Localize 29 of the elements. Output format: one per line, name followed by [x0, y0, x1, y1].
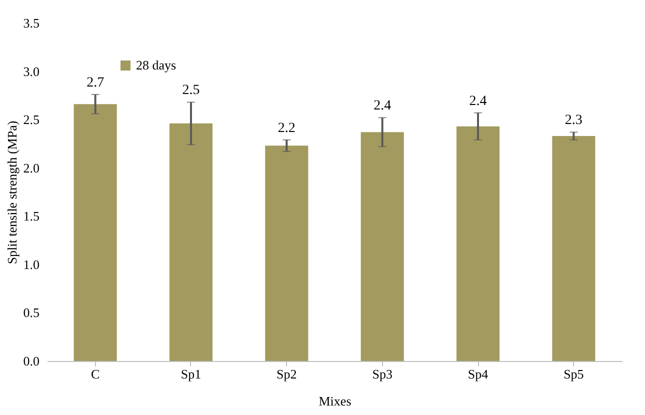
bar — [360, 132, 404, 361]
x-tick-label: Sp4 — [468, 366, 489, 382]
x-tick-label: Sp1 — [180, 366, 202, 382]
x-tick-label: Sp2 — [276, 366, 297, 382]
x-tick-label: Sp5 — [564, 366, 584, 382]
legend-label: 28 days — [136, 58, 176, 72]
bar — [552, 136, 596, 361]
y-tick-label: 0.0 — [23, 354, 40, 368]
y-axis-title: Split tensile strength (MPa) — [4, 120, 20, 264]
data-label: 2.7 — [86, 75, 104, 90]
data-label: 2.3 — [564, 113, 582, 128]
data-label: 2.4 — [469, 94, 487, 109]
data-label: 2.2 — [278, 120, 296, 136]
y-tick-label: 3.0 — [23, 64, 40, 79]
bar — [74, 104, 117, 361]
data-label: 2.5 — [182, 83, 200, 98]
y-tick-label: 1.0 — [23, 256, 40, 272]
x-axis-title: Mixes — [318, 394, 352, 408]
y-tick-label: 2.0 — [23, 160, 40, 176]
y-tick-label: 1.5 — [23, 208, 40, 224]
y-tick-label: 0.5 — [23, 305, 40, 320]
bar — [456, 126, 500, 361]
y-tick-label: 2.5 — [23, 112, 40, 128]
bar — [265, 146, 308, 361]
x-tick-label: Sp3 — [372, 366, 392, 382]
y-tick-label: 3.5 — [23, 16, 40, 30]
x-tick-label: C — [90, 366, 100, 382]
data-label: 2.4 — [374, 98, 392, 114]
bar — [169, 123, 213, 361]
